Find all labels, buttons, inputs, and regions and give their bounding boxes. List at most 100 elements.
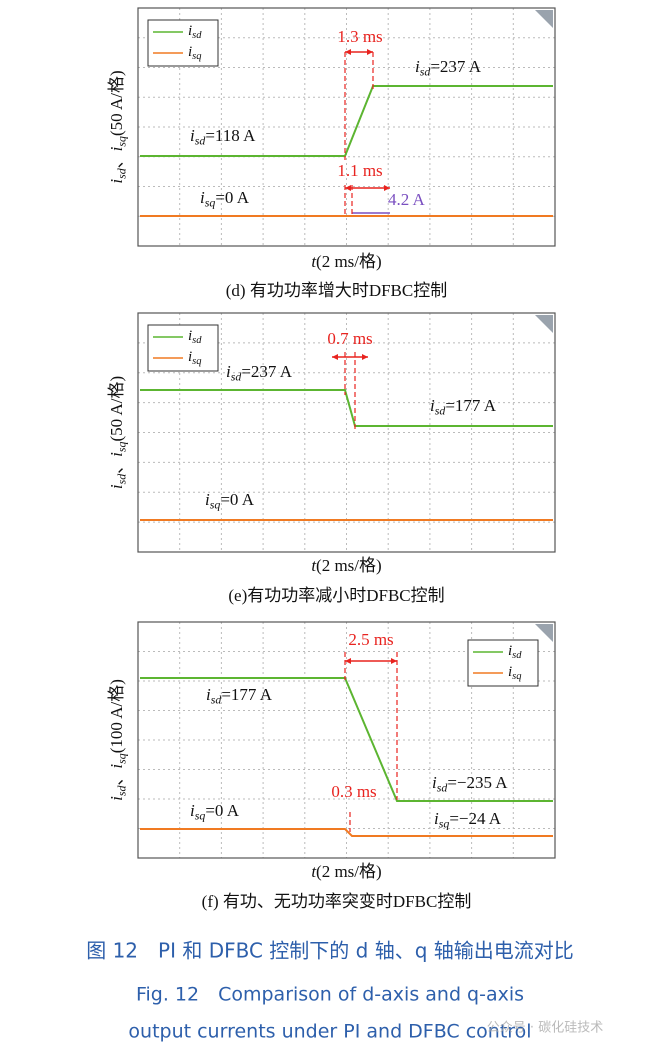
annotation: isd=118 A (190, 126, 256, 147)
annotation: isd=177 A (430, 396, 497, 417)
subscript: sq (192, 51, 201, 62)
label-text: 1.1 ms (337, 161, 382, 180)
corner-mark (535, 315, 553, 333)
variable: i (200, 188, 205, 207)
x-axis-label: t(2 ms/格) (311, 252, 381, 271)
label-text: 1.3 ms (337, 27, 382, 46)
legend-box (467, 639, 539, 687)
variable: t (311, 556, 317, 575)
variable: i (190, 126, 195, 145)
variable: i (188, 23, 192, 39)
corner-mark (535, 10, 553, 28)
subscript: sd (211, 692, 222, 706)
legend-label: isd (188, 328, 202, 346)
annotation: isd=177 A (206, 685, 273, 706)
variable: i (508, 664, 512, 680)
label-text: (100 A/格) (107, 679, 126, 753)
variable: t (311, 862, 317, 881)
legend-label: isq (188, 349, 202, 367)
label-text: =118 A (205, 126, 256, 145)
annotation: 1.1 ms (337, 161, 382, 180)
label-text: 、 (107, 151, 126, 168)
annotation: isq=0 A (205, 490, 255, 511)
subscript: sd (231, 369, 242, 383)
label-text: 0.7 ms (327, 329, 372, 348)
variable: i (188, 349, 192, 365)
annotation: 1.3 ms (337, 27, 382, 46)
annotation: isq=−24 A (434, 809, 502, 830)
label-text: =177 A (221, 685, 272, 704)
subscript: sq (195, 808, 206, 822)
label-text: 0.3 ms (331, 782, 376, 801)
arrow-head (345, 49, 373, 55)
annotation: 4.2 A (388, 190, 426, 209)
legend-label: isd (508, 643, 522, 661)
variable: i (430, 396, 435, 415)
annotation: isd=237 A (415, 57, 482, 78)
label-text: =0 A (220, 490, 254, 509)
subscript: sq (205, 195, 216, 209)
subscript: sd (437, 780, 448, 794)
variable: i (205, 490, 210, 509)
plot-frame (137, 621, 556, 859)
subscript: sq (114, 753, 128, 764)
label-text: 2.5 ms (348, 630, 393, 649)
annotation: 0.7 ms (327, 329, 372, 348)
legend-label: isd (188, 23, 202, 41)
legend-box (147, 19, 219, 67)
label-text: =0 A (205, 801, 239, 820)
variable: i (107, 764, 126, 769)
x-axis-label: t(2 ms/格) (311, 862, 381, 881)
subscript: sd (195, 133, 206, 147)
label-text: 、 (107, 457, 126, 474)
subscript: sd (114, 786, 128, 797)
plot-frame (137, 312, 556, 553)
legend-label: isq (508, 664, 522, 682)
label-text: =237 A (241, 362, 292, 381)
variable: i (508, 643, 512, 659)
subscript: sd (192, 335, 202, 346)
subscript: sd (420, 64, 431, 78)
annotation: isd=237 A (226, 362, 293, 383)
variable: i (226, 362, 231, 381)
label-text: (50 A/格) (107, 376, 126, 442)
variable: i (190, 801, 195, 820)
label-text: 、 (107, 769, 126, 786)
x-axis-label: t(2 ms/格) (311, 556, 381, 575)
variable: i (107, 452, 126, 457)
waveform (140, 85, 553, 157)
waveform (140, 389, 553, 427)
subscript: sq (114, 441, 128, 452)
subscript: sq (512, 671, 521, 682)
plot-frame (137, 7, 556, 247)
annotation: isq=0 A (200, 188, 250, 209)
variable: i (415, 57, 420, 76)
arrow-head (345, 658, 397, 664)
annotation: isq=0 A (190, 801, 240, 822)
label-text: =177 A (445, 396, 496, 415)
figure-caption-cn: 图 12 PI 和 DFBC 控制下的 d 轴、q 轴输出电流对比 (86, 939, 574, 963)
variable: i (107, 179, 126, 184)
corner-mark (535, 624, 553, 642)
label-text: =−24 A (449, 809, 501, 828)
y-axis-label: isd、isq(100 A/格) (107, 679, 128, 801)
variable: i (206, 685, 211, 704)
figure-caption-en: output currents under PI and DFBC contro… (128, 1021, 531, 1043)
annotation: isd=−235 A (432, 773, 508, 794)
variable: i (434, 809, 439, 828)
subscript: sq (439, 816, 450, 830)
legend-box (147, 324, 219, 372)
subscript: sd (114, 168, 128, 179)
legend-label: isq (188, 44, 202, 62)
panel-caption: (f) 有功、无功功率突变时DFBC控制 (202, 892, 472, 911)
variable: i (107, 484, 126, 489)
label-text: (2 ms/格) (316, 556, 382, 575)
watermark: 公众号 · 碳化硅技术 (487, 1021, 603, 1036)
label-text: (2 ms/格) (316, 252, 382, 271)
subscript: sd (512, 650, 522, 661)
variable: i (188, 44, 192, 60)
waveform (140, 677, 553, 802)
subscript: sq (114, 136, 128, 147)
label-text: =−235 A (447, 773, 508, 792)
